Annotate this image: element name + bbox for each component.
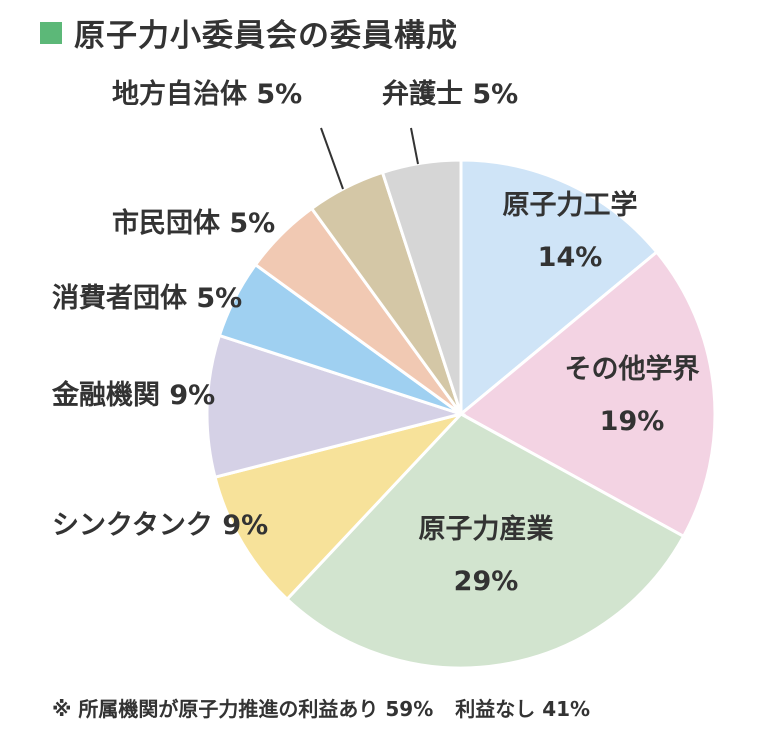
pie-slice [213,411,466,602]
slice-value-label: 14% [538,242,603,273]
slice-label: 市民団体 5% [112,207,275,239]
slice-value-label: 29% [454,566,519,597]
pie-slice [458,249,717,539]
slice-label: その他学界 [565,353,700,385]
slice-label: 消費者団体 5% [52,283,242,314]
slice-label: 弁護士 5% [382,78,518,110]
slice-label: 原子力産業 [419,513,554,545]
footnote-part1: ※ 所属機関が原子力推進の利益あり 59% [52,697,434,721]
leader-line [320,127,344,190]
footnote: ※ 所属機関が原子力推進の利益あり 59% 利益なし 41% [52,693,590,722]
chart-title: 原子力小委員会の委員構成 [74,18,458,54]
pie-slice [205,333,467,479]
title-square-icon [40,21,62,44]
slice-label: 金融機関 9% [51,379,215,411]
slice-label: シンクタンク 9% [52,510,268,541]
slice-label: 地方自治体 5% [112,78,302,110]
pie-slice [459,158,659,418]
leader-line [410,127,419,165]
slice-label: 原子力工学 [503,189,638,221]
footnote-part2: 利益なし 41% [455,697,591,721]
chart-title-row: 原子力小委員会の委員構成 [40,10,458,55]
slice-value-label: 19% [600,406,665,437]
pie-slice [285,412,686,670]
pie-slice [380,158,463,415]
